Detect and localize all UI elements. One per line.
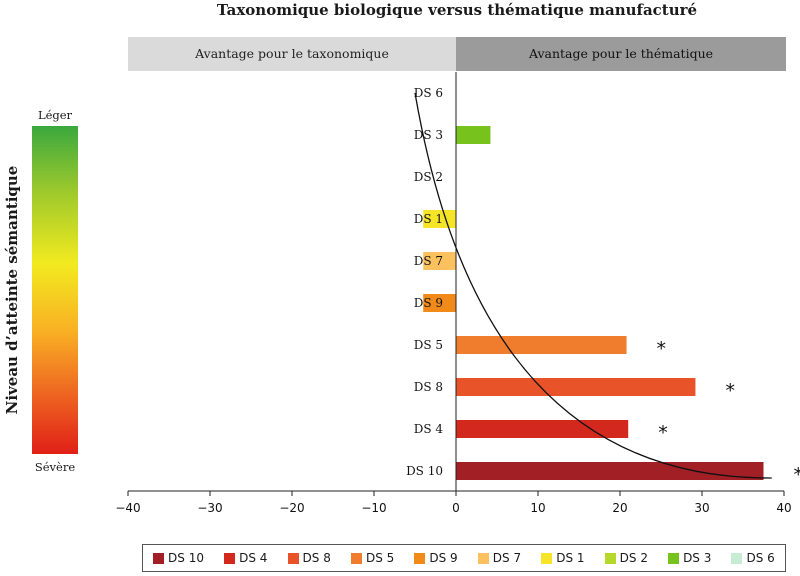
legend-label: DS 4 bbox=[239, 551, 268, 565]
legend-item-ds-4: DS 4 bbox=[224, 551, 267, 565]
legend-item-ds-10: DS 10 bbox=[153, 551, 204, 565]
severity-gradient-bar bbox=[32, 126, 78, 454]
x-tick-label: 10 bbox=[530, 501, 545, 515]
band-taxonomic-advantage: Avantage pour le taxonomique bbox=[128, 37, 456, 71]
legend-label: DS 8 bbox=[302, 551, 331, 565]
legend-item-ds-5: DS 5 bbox=[350, 551, 395, 565]
bar-ds-9 bbox=[423, 294, 456, 312]
legend-swatch bbox=[153, 552, 165, 564]
legend-label: DS 7 bbox=[492, 551, 522, 565]
chart-legend: DS 10 DS 4 DS 8 DS 5 DS 9 DS 7 DS 1 DS 2 DS 3 DS … bbox=[142, 544, 786, 572]
chart-title: Taxonomique biologique versus thématique… bbox=[216, 1, 698, 19]
bar-ds-7 bbox=[423, 252, 456, 270]
legend-swatch bbox=[668, 552, 680, 564]
legend-label: DS 1 bbox=[556, 551, 585, 565]
band-thematic-advantage: Avantage pour le thématique bbox=[456, 37, 786, 71]
legend-swatch bbox=[414, 552, 426, 564]
category-label-ds-9: DS 9 bbox=[414, 296, 443, 310]
x-tick-label: −40 bbox=[115, 501, 140, 515]
legend-swatch bbox=[350, 552, 362, 564]
category-label-ds-8: DS 8 bbox=[414, 380, 443, 394]
legend-swatch bbox=[604, 552, 616, 564]
x-tick-label: 30 bbox=[694, 501, 709, 515]
significance-marker-ds-10: * bbox=[794, 464, 800, 486]
category-label-ds-6: DS 6 bbox=[414, 86, 443, 100]
severity-scale-bottom-label: Sévère bbox=[34, 460, 76, 474]
bar-ds-10 bbox=[456, 462, 764, 480]
legend-item-ds-7: DS 7 bbox=[477, 551, 522, 565]
x-tick-label: 40 bbox=[776, 501, 791, 515]
category-label-ds-5: DS 5 bbox=[414, 338, 443, 352]
bar-ds-5 bbox=[456, 336, 627, 354]
legend-label: DS 2 bbox=[619, 551, 648, 565]
category-label-ds-2: DS 2 bbox=[414, 170, 443, 184]
legend-item-ds-3: DS 3 bbox=[668, 551, 711, 565]
legend-label: DS 5 bbox=[365, 551, 395, 565]
legend-swatch bbox=[287, 552, 299, 564]
bar-ds-4 bbox=[456, 420, 629, 438]
category-label-ds-4: DS 4 bbox=[414, 422, 444, 436]
significance-marker-ds-8: * bbox=[725, 380, 735, 402]
category-label-ds-3: DS 3 bbox=[414, 128, 443, 142]
legend-swatch bbox=[224, 552, 236, 564]
legend-item-ds-2: DS 2 bbox=[604, 551, 648, 565]
legend-label: DS 10 bbox=[168, 551, 204, 565]
significance-marker-ds-5: * bbox=[657, 338, 667, 360]
significance-marker-ds-4: * bbox=[658, 422, 668, 444]
bar-ds-8 bbox=[456, 378, 696, 396]
severity-scale-top-label: Léger bbox=[37, 108, 73, 122]
legend-item-ds-8: DS 8 bbox=[287, 551, 331, 565]
bar-ds-3 bbox=[456, 126, 491, 144]
category-label-ds-10: DS 10 bbox=[406, 464, 443, 478]
legend-swatch bbox=[731, 552, 743, 564]
category-label-ds-1: DS 1 bbox=[414, 212, 443, 226]
x-tick-label: −20 bbox=[279, 501, 304, 515]
x-tick-label: 20 bbox=[612, 501, 627, 515]
legend-label: DS 6 bbox=[746, 551, 775, 565]
legend-item-ds-9: DS 9 bbox=[414, 551, 458, 565]
legend-item-ds-6: DS 6 bbox=[731, 551, 775, 565]
legend-label: DS 3 bbox=[683, 551, 712, 565]
legend-item-ds-1: DS 1 bbox=[541, 551, 585, 565]
x-tick-label: 0 bbox=[452, 501, 460, 515]
category-label-ds-7: DS 7 bbox=[414, 254, 443, 268]
x-tick-label: −30 bbox=[197, 501, 222, 515]
legend-label: DS 9 bbox=[429, 551, 458, 565]
bar-chart-plot: DS 6 DS 3 DS 2 DS 1 DS 7 DS 9 DS 5 DS 8 DS 4 DS 1… bbox=[115, 72, 800, 515]
legend-swatch bbox=[541, 552, 553, 564]
x-tick-label: −10 bbox=[361, 501, 386, 515]
legend-swatch bbox=[477, 552, 489, 564]
trend-curve bbox=[414, 92, 772, 479]
